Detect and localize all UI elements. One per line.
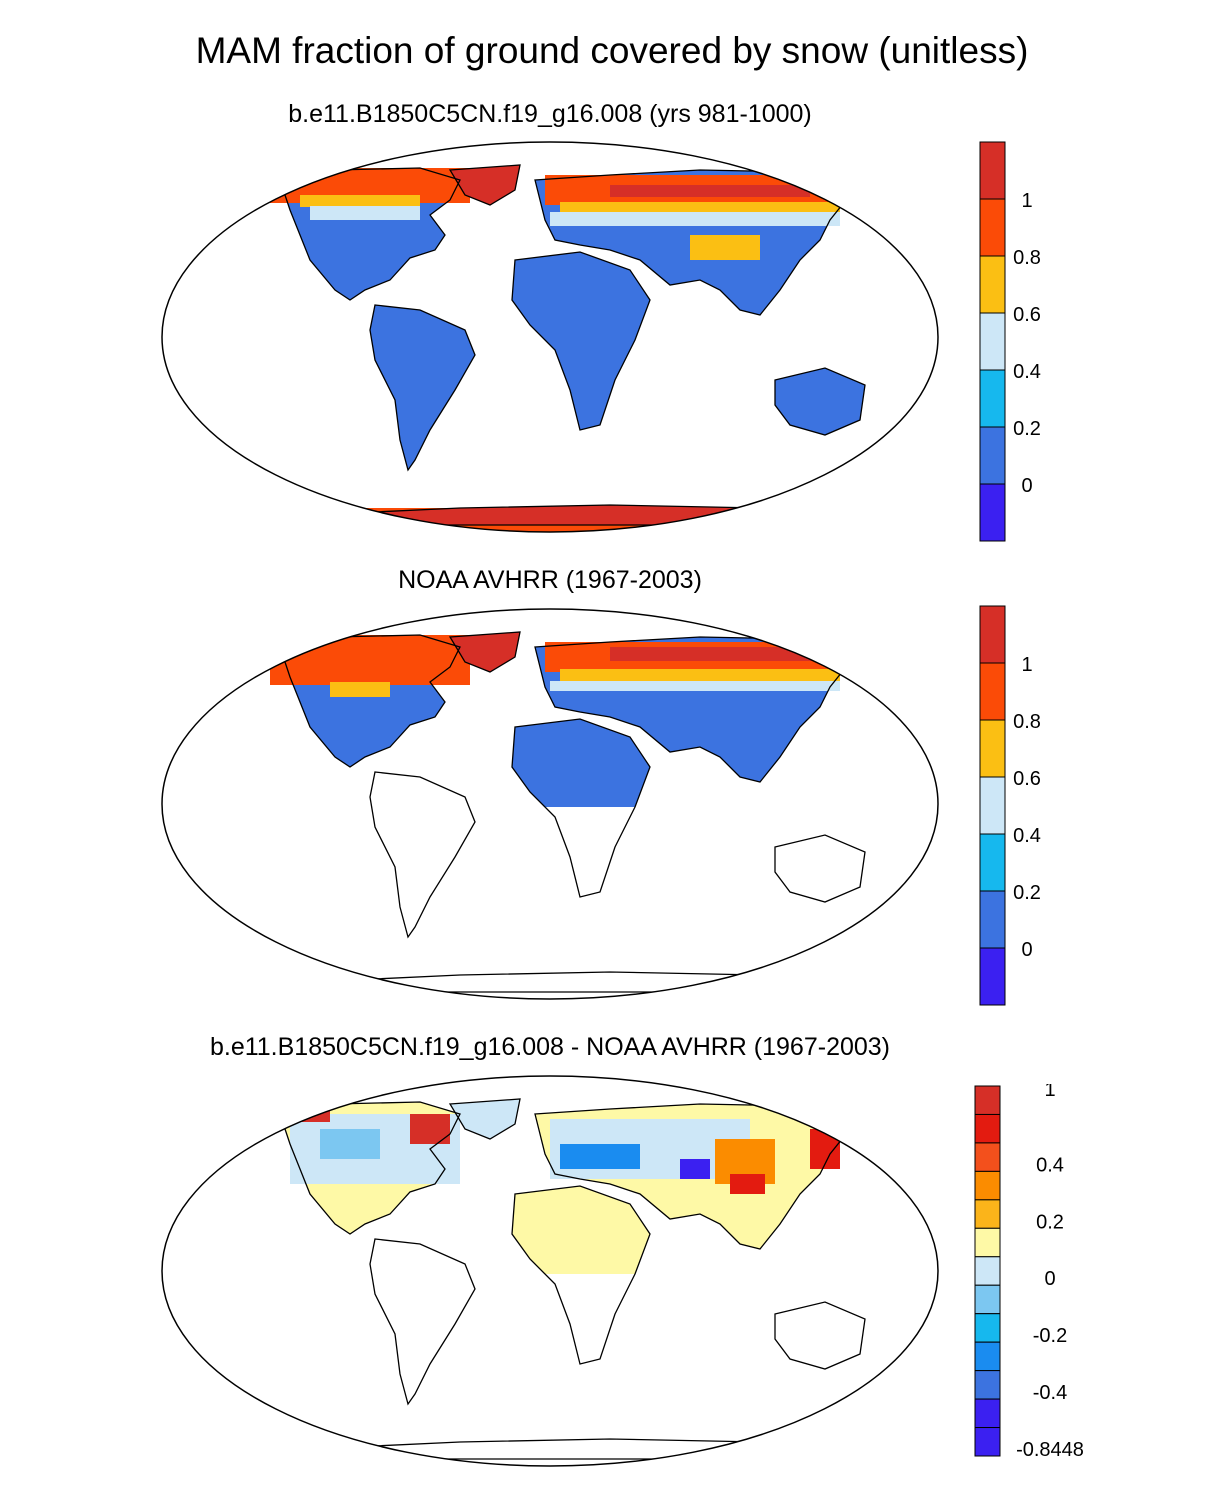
- colorbar-swatch: [979, 312, 1006, 371]
- colorbar-swatch: [979, 833, 1006, 892]
- colorbar-label: 0.2: [1036, 1211, 1064, 1233]
- colorbar-swatch: [979, 483, 1006, 542]
- land-fill: [370, 305, 475, 470]
- panel-2-map: [161, 608, 939, 1000]
- colorbar-swatch: [974, 1341, 1001, 1372]
- panel-1-map: [161, 141, 939, 533]
- colorbar-swatch: [979, 776, 1006, 835]
- coastline: [448, 1098, 521, 1140]
- colorbar-label: 1: [1021, 654, 1032, 676]
- colorbar-swatch: [974, 1085, 1001, 1115]
- colorbar-label: 0: [1021, 939, 1032, 961]
- colorbar-swatch: [974, 1256, 1001, 1286]
- map-border: [161, 608, 939, 1000]
- colorbar-swatch: [979, 369, 1006, 428]
- colorbar-swatch: [979, 255, 1006, 314]
- colorbar-label: 0: [1044, 1268, 1055, 1290]
- coastline: [774, 367, 866, 436]
- coastline: [369, 771, 476, 939]
- coastline: [448, 164, 521, 206]
- panel-3-colorbar: 1 0.4 0.2 0 -0.2 -0.4 -0.8448: [974, 1084, 1084, 1461]
- colorbar-label: -0.4: [1033, 1382, 1067, 1404]
- colorbar-label: -0.2: [1033, 1325, 1067, 1347]
- colorbar-swatch: [974, 1170, 1001, 1201]
- colorbar-label: 0.6: [1013, 304, 1041, 326]
- colorbar-swatch: [974, 1284, 1001, 1315]
- panel-1-colorbar: 1 0.8 0.6 0.4 0.2 0: [979, 141, 1041, 542]
- coastline: [511, 1185, 651, 1365]
- coastline: [369, 304, 476, 472]
- panel-2-colorbar: 1 0.8 0.6 0.4 0.2 0: [979, 605, 1041, 1006]
- colorbar-swatch: [974, 1313, 1001, 1343]
- panel-3-map: [161, 1075, 939, 1467]
- panel-2-title: NOAA AVHRR (1967-2003): [398, 566, 702, 594]
- colorbar-swatch: [974, 1370, 1001, 1400]
- map-border: [161, 141, 939, 533]
- land-fill: [512, 252, 650, 430]
- colorbar-swatch: [974, 1113, 1001, 1144]
- colorbar-swatch: [979, 662, 1006, 721]
- colorbar-swatch: [979, 605, 1006, 664]
- coastline: [279, 634, 461, 768]
- colorbar-label: 0.2: [1013, 882, 1041, 904]
- coastline: [511, 718, 651, 898]
- colorbar-swatch: [979, 141, 1006, 200]
- land-fill: [775, 368, 865, 435]
- colorbar-label: 0.6: [1013, 768, 1041, 790]
- colorbar-swatch: [979, 198, 1006, 257]
- colorbar-label: 1: [1021, 190, 1032, 212]
- colorbar-swatch: [979, 426, 1006, 485]
- colorbar-label: 0: [1021, 475, 1032, 497]
- colorbar-swatch: [974, 1142, 1001, 1172]
- panel-1-title: b.e11.B1850C5CN.f19_g16.008 (yrs 981-100…: [288, 100, 812, 128]
- colorbar-label: -0.8448: [1016, 1439, 1084, 1461]
- coastline: [279, 167, 461, 301]
- colorbar-swatch: [979, 719, 1006, 778]
- colorbar-swatch: [979, 947, 1006, 1006]
- colorbar-label: 0.8: [1013, 711, 1041, 733]
- coastline: [279, 1101, 461, 1235]
- coastline: [511, 251, 651, 431]
- colorbar-swatch: [974, 1227, 1001, 1258]
- map-border: [161, 1075, 939, 1467]
- colorbar-swatch: [974, 1199, 1001, 1229]
- colorbar-swatch: [974, 1398, 1001, 1429]
- coastline: [448, 631, 521, 673]
- panel-3-title: b.e11.B1850C5CN.f19_g16.008 - NOAA AVHRR…: [209, 1033, 891, 1061]
- colorbar-label: 0.8: [1013, 247, 1041, 269]
- coastline: [774, 1301, 866, 1370]
- colorbar-label: 0.2: [1013, 418, 1041, 440]
- coastline: [369, 1238, 476, 1406]
- colorbar-label: 0.4: [1013, 361, 1041, 383]
- coastline: [774, 834, 866, 903]
- colorbar-swatch: [979, 890, 1006, 949]
- colorbar-label: 1: [1044, 1084, 1055, 1101]
- colorbar-swatch: [974, 1427, 1001, 1457]
- figure-title: MAM fraction of ground covered by snow (…: [195, 30, 1029, 71]
- colorbar-label: 0.4: [1036, 1154, 1064, 1176]
- colorbar-label: 0.4: [1013, 825, 1041, 847]
